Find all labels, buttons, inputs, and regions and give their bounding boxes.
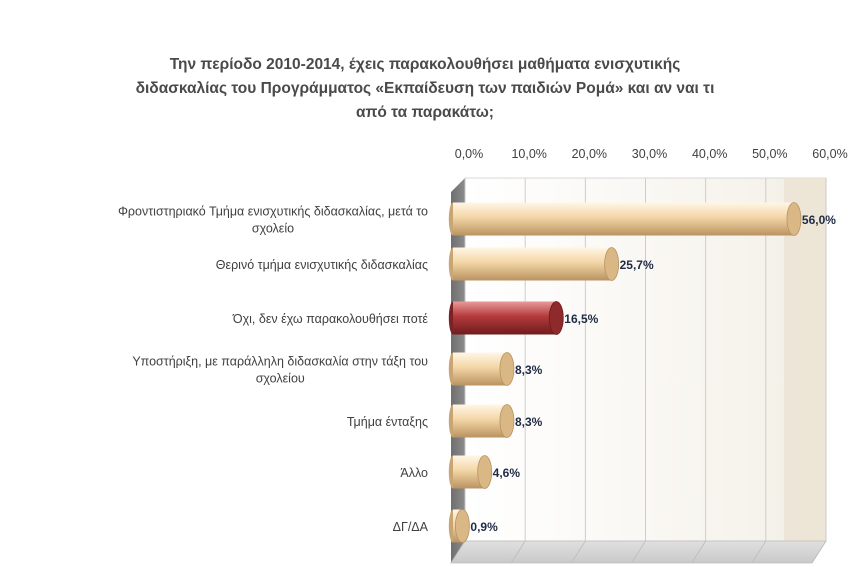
chart-title-line-2: διδασκαλίας του Προγράμματος «Εκπαίδευση…	[135, 80, 715, 97]
value-label-0: 56,0%	[802, 213, 836, 227]
x-tick-label-4: 40,0%	[692, 147, 727, 161]
value-label-6: 0,9%	[470, 520, 498, 534]
category-label-5-line-0: Άλλο	[400, 466, 428, 480]
category-label-2-line-0: Όχι, δεν έχω παρακολουθήσει ποτέ	[232, 312, 429, 326]
floor-gridline-4	[691, 540, 707, 564]
floor-gridline-6	[811, 540, 827, 564]
value-label-5: 4,6%	[493, 466, 521, 480]
x-tick-label-3: 30,0%	[632, 147, 667, 161]
value-label-3: 8,3%	[515, 363, 543, 377]
bar-1	[453, 247, 612, 281]
value-label-4: 8,3%	[515, 415, 543, 429]
category-label-4-line-0: Τμήμα ένταξης	[347, 415, 428, 429]
bar-0	[453, 202, 794, 236]
x-tick-label-5: 50,0%	[752, 147, 787, 161]
floor-gridline-1	[510, 540, 526, 564]
x-tick-label-1: 10,0%	[511, 147, 546, 161]
bar-4	[453, 404, 507, 438]
bar-2-cap	[548, 301, 564, 335]
category-label-3-line-0: Υποστήριξη, με παράλληλη διδασκαλία στην…	[132, 355, 428, 369]
chart-title-line-1: Την περίοδο 2010-2014, έχεις παρακολουθή…	[169, 56, 681, 73]
value-label-1: 25,7%	[620, 258, 654, 272]
floor-gridline-5	[751, 540, 767, 564]
floor-gridline-3	[631, 540, 646, 564]
bar-3-cap	[499, 352, 515, 386]
value-label-2: 16,5%	[564, 312, 598, 326]
x-tick-label-0: 0,0%	[455, 147, 484, 161]
x-tick-label-2: 20,0%	[572, 147, 607, 161]
bar-0-cap	[786, 202, 802, 236]
floor-gridline-2	[570, 540, 586, 564]
category-label-6-line-0: ΔΓ/ΔΑ	[393, 520, 429, 534]
bar-5-cap	[477, 455, 493, 489]
bar-3	[453, 352, 507, 386]
floor-gridline-0	[450, 540, 466, 564]
category-label-1-line-0: Θερινό τμήμα ενισχυτικής διδασκαλίας	[216, 258, 428, 272]
category-label-3-line-1: σχολείου	[256, 372, 305, 386]
category-label-0-line-1: σχολείο	[252, 222, 294, 236]
bar-6-cap	[455, 509, 470, 543]
x-tick-label-6: 60,0%	[812, 147, 847, 161]
category-label-0-line-0: Φροντιστηριακό Τμήμα ενισχυτικής διδασκα…	[118, 205, 428, 219]
bar-1-cap	[604, 247, 620, 281]
chart-title-line-3: από τα παρακάτω;	[356, 104, 494, 121]
chart-back-wall-band	[783, 178, 826, 541]
bar-4-cap	[499, 404, 515, 438]
bar-2	[453, 301, 557, 335]
